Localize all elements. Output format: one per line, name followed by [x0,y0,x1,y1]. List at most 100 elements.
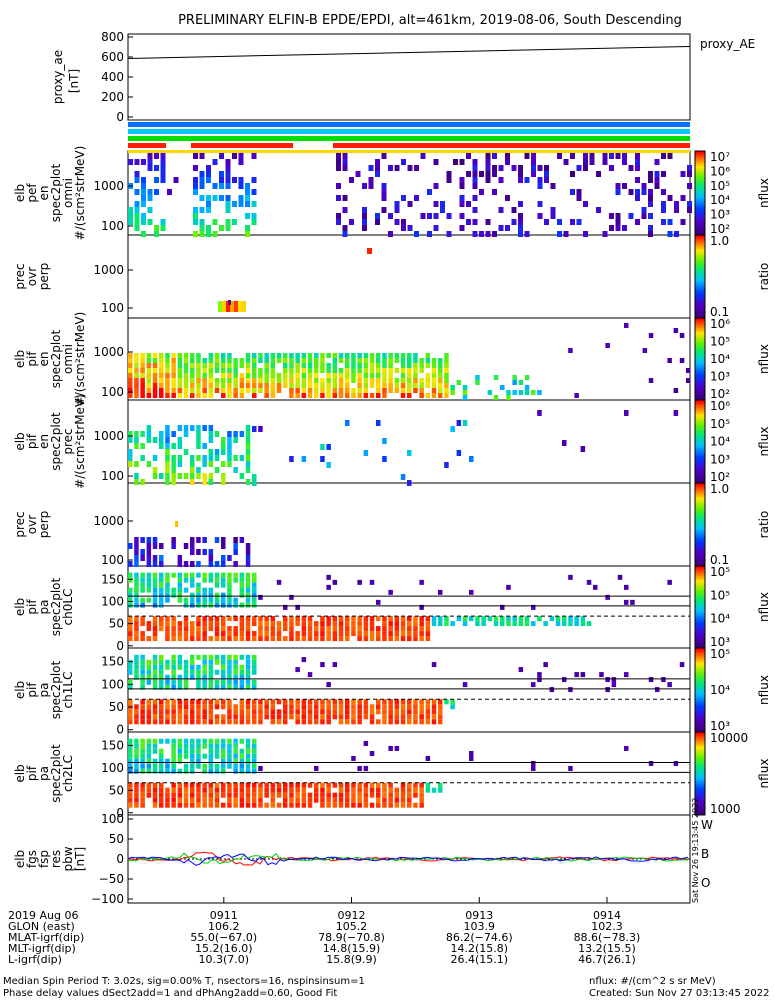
footer-value-2-1: 86.2(−74.6) [445,931,513,944]
elb-pif-ch2lc-cell [134,738,139,744]
elb-pif-ch2lc-lc-cell [295,787,300,793]
elb-pef-omni-cell [375,171,380,177]
elb-pif-omni-cell [177,378,183,383]
elb-pif-omni-cell [283,383,288,388]
elb-pef-omni-cell [674,231,679,237]
elb-pif-omni-cell [326,353,331,358]
elb-pef-omni-cell [199,195,205,201]
elb-pif-omni-cell [345,378,350,383]
elb-pif-omni-cell [382,363,387,368]
elb-pif-ch2lc-lc-cell [208,802,214,808]
elb-pif-ch0lc-lc-cell [369,626,375,632]
elb-pif-ch1lc-lc-cell [152,699,158,705]
elb-pef-omni-cell [641,207,647,213]
elb-pif-ch0lc-lc-cell [320,616,325,622]
elb-pif-omni-cell [233,393,238,398]
elb-pif-ch0lc-lc-cell [276,626,282,632]
elb-pif-ch2lc-lc-cell [146,787,152,793]
elb-pif-omni-cell [357,393,362,398]
prec-ovr-perp-i-cell [214,561,220,567]
elb-pif-ch2lc-cell [146,753,152,759]
colorbar-ch0lc-swatch [695,572,705,575]
elb-pif-omni-cell [134,353,139,358]
elb-pif-ch0lc-lc-cell [580,616,586,622]
elb-pif-omni-cell [258,358,263,363]
elb-pif-ch1lc-lc-cell [363,699,369,705]
elb-pef-omni-cell [160,159,166,165]
elb-pif-ch2lc-lc-cell [376,792,381,798]
elb-pif-ch1lc-lc-cell [258,719,263,725]
elb-pif-omni-cell [431,368,437,373]
elb-pef-omni-cell [622,153,627,159]
elb-pef-omni-cell [518,225,523,231]
elb-pif-ch1lc-cell [171,679,176,685]
elb-pif-ch1lc-lc-cell [326,714,331,720]
elb-pif-ch1lc-lc-cell [407,714,412,720]
colorbar-ch1lc-swatch [695,698,705,701]
elb-pef-omni-cells [128,153,692,237]
elb-pif-omni-cell [407,358,412,363]
elb-pif-ch2lc-lc-cell [202,797,207,803]
elb-pef-omni-cell [628,213,634,219]
elb-pif-ch2lc-cell [221,738,226,744]
elb-pif-ch1lc-lc-cell [425,719,431,725]
elb-pif-ch2lc-lc-cell [388,792,393,798]
colorbar-ch0lc-swatch [695,645,705,649]
elb-pif-omni-cell [376,378,381,383]
elb-fgs-tick-2: 0 [116,852,124,866]
elb-pif-prec-cell [134,443,139,449]
elb-pif-ch0lc-lc-cell [487,616,493,622]
elb-pif-ch0lc-cell [233,597,238,603]
elb-pif-omni-cell [524,375,530,380]
elb-pef-omni-cell [342,225,348,231]
elb-pef-omni-cell [238,177,244,183]
elb-pif-ch0lc-cell [239,572,245,578]
elb-pef-omni-cell [251,213,257,219]
elb-pef-omni-cell [459,201,465,207]
elb-pif-omni-cell [400,388,406,393]
elb-pef-omni-cell [557,153,562,159]
elb-pif-omni-cell [332,363,338,368]
elb-pef-omni-cell [420,153,426,159]
elb-pif-ch2lc-cell [140,763,145,769]
elb-pif-prec-cell [128,455,133,461]
elb-pef-omni-cell [466,153,471,159]
elb-pef-omni-cell [505,153,510,159]
elb-pif-ch2lc-lc-cell [326,802,331,808]
colorbar-elb-pif-prec-swatch [695,424,705,428]
elb-pif-ch1lc-cell [233,659,238,665]
elb-fgs-series-O [127,853,689,866]
elb-pef-omni-cell [680,171,686,177]
colorbar-ch2lc-swatch [695,790,705,793]
elb-pif-omni-cell [140,393,145,398]
elb-pif-ch0lc-lc-cell [326,636,331,642]
elb-pif-prec-cell [177,473,183,479]
elb-pif-ch1lc-lc-cell [394,709,400,715]
elb-pif-ch1lc-cell [171,684,176,690]
elb-pif-ch1lc-cell [140,674,145,680]
elb-pif-ch2lc-lc-cell [338,797,344,803]
elb-pif-ch1lc-cell [134,674,139,680]
prec-ovr-perp-i-cell [177,555,183,561]
elb-pif-prec-cell [208,473,214,479]
elb-pif-ch1lc-lc-cell [245,709,251,715]
elb-pif-ch2lc-lc-cell [419,802,424,808]
elb-pif-prec-cell [128,437,133,443]
elb-pif-omni-cell [363,368,369,373]
prec-ovr-perp-i-cell [221,555,226,561]
colorbar-prec-e-swatch [695,295,705,298]
elb-pif-prec-cell [146,425,152,431]
elb-pif-ch0lc-lc-cell [283,621,288,627]
elb-pif-omni-cell [159,388,164,393]
elb-pif-ch2lc-lc-cell [363,797,369,803]
elb-pif-ch0lc-lc-cell [481,621,486,627]
elb-pif-omni-cell [295,388,300,393]
elb-pif-omni-cell [475,375,480,380]
colorbar-elb-pef-omni-swatch [695,207,705,211]
colorbar-prec-i-swatch [695,483,705,486]
elb-pif-ch0lc-ylabel-line-2: pa [37,600,51,615]
elb-pif-omni-cell [444,373,449,378]
elb-pif-ch2lc-lc-cell [183,782,189,788]
elb-pif-ch2lc-cell [202,768,207,774]
footer-note-created: Created: Sun Nov 27 03:13:45 2022 [589,988,770,999]
